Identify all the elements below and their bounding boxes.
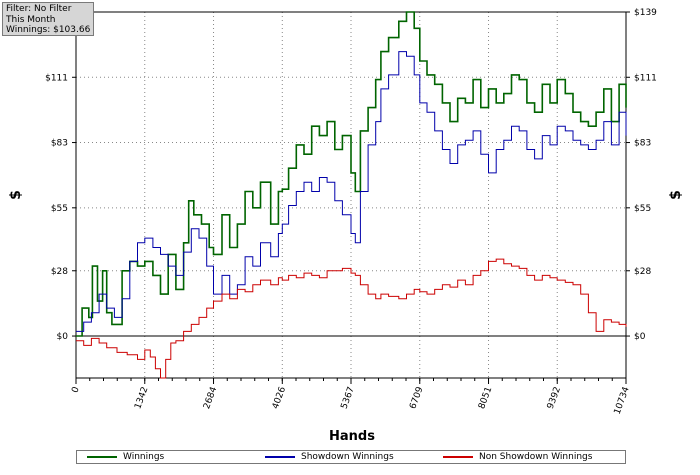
legend-label-winnings: Winnings: [123, 452, 165, 462]
x-tick-label: 0: [70, 385, 81, 394]
x-tick-label: 5367: [340, 386, 357, 411]
legend-label-non-showdown: Non Showdown Winnings: [479, 452, 593, 462]
x-tick-label: 4026: [271, 385, 288, 410]
y-tick-label-left: $0: [57, 332, 69, 342]
filter-info-box: Filter: No Filter This Month Winnings: $…: [2, 2, 94, 36]
series-line-non-showdown-winnings: [76, 258, 627, 379]
legend-label-showdown: Showdown Winnings: [301, 452, 394, 462]
x-tick-label: 9392: [546, 386, 563, 411]
x-axis-title: Hands: [329, 429, 375, 444]
y-axis-title-left: $: [8, 190, 24, 200]
axis-labels: Hands $ $ $0 $0 $28 $28 $55 $55 $83 $83 $111 $111…: [8, 8, 684, 444]
legend-item-winnings: Winnings: [87, 451, 164, 463]
axes: [72, 11, 630, 384]
legend-swatch-winnings: [87, 456, 117, 458]
x-tick-label: 8051: [477, 386, 494, 411]
filter-text: Filter: No Filter: [6, 4, 72, 14]
y-tick-label-left: $55: [51, 204, 68, 214]
period-text: This Month: [6, 14, 56, 25]
y-tick-label-right: $111: [634, 73, 657, 83]
x-tick-label: 2684: [202, 385, 219, 410]
series-line-showdown-winnings: [76, 51, 627, 332]
legend-item-showdown: Showdown Winnings: [265, 451, 394, 463]
x-tick-label: 10734: [613, 385, 632, 416]
y-tick-label-right: $0: [634, 332, 646, 342]
y-tick-label-right: $28: [634, 267, 651, 277]
grid-lines: [76, 11, 626, 378]
plot-frame: [75, 11, 627, 379]
x-tick-label: 6709: [408, 385, 425, 410]
series-lines: [76, 11, 627, 379]
series-line-winnings: [76, 11, 627, 337]
y-tick-label-right: $83: [634, 139, 651, 149]
y-tick-label-left: $28: [51, 267, 68, 277]
y-tick-label-left: $83: [51, 139, 68, 149]
legend: Winnings Showdown Winnings Non Showdown …: [76, 450, 626, 464]
winnings-text: Winnings: $103.66: [6, 25, 91, 35]
legend-swatch-non-showdown: [443, 456, 473, 458]
y-tick-label-left: $111: [45, 73, 68, 83]
legend-swatch-showdown: [265, 456, 295, 458]
y-tick-label-right: $139: [634, 8, 657, 18]
x-tick-label: 1342: [133, 386, 150, 411]
legend-item-non-showdown: Non Showdown Winnings: [443, 451, 592, 463]
y-tick-label-right: $55: [634, 204, 651, 214]
y-axis-title-right: $: [668, 190, 684, 200]
